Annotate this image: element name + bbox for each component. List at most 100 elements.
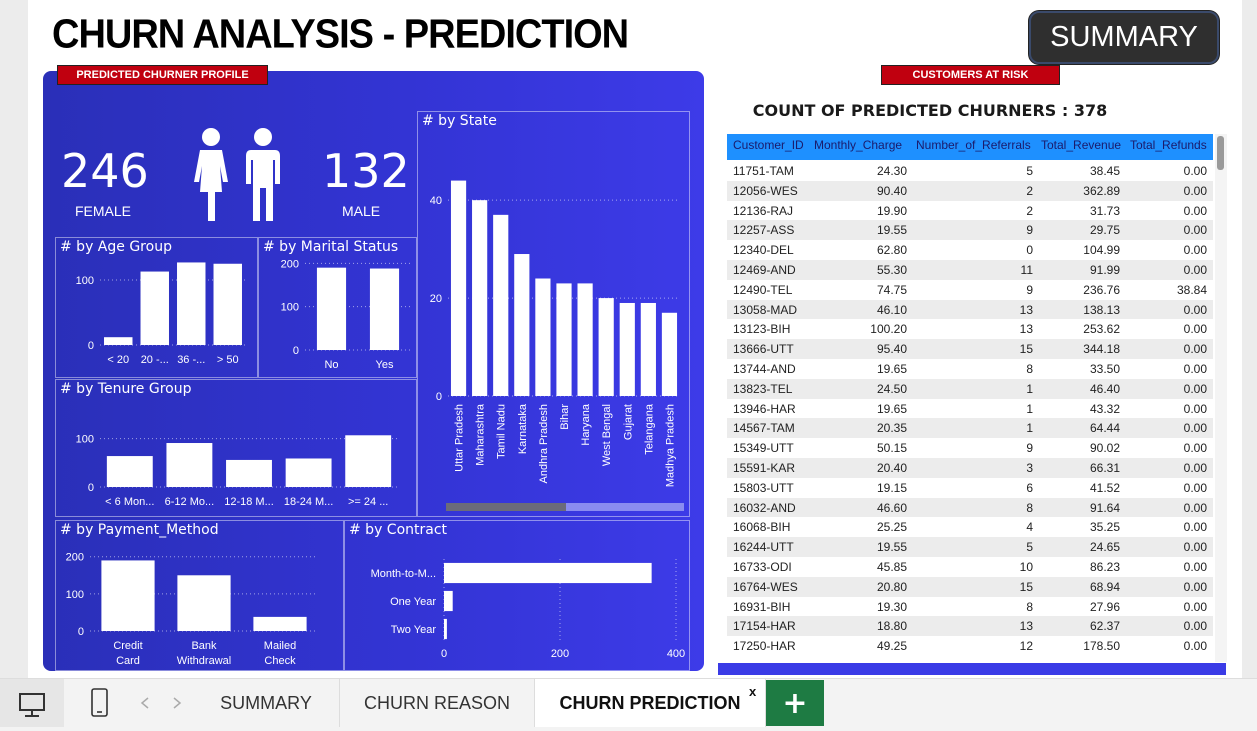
x-tick-label: Telangana (643, 403, 655, 455)
table-cell: 16931-BIH (733, 599, 791, 614)
table-row[interactable]: 12257-ASS 19.55 9 29.75 0.00 (727, 220, 1213, 241)
y-tick-label: 0 (436, 391, 442, 403)
x-tick-label: Mailed (264, 640, 296, 652)
col-total-refunds[interactable]: Total_Refunds (1130, 138, 1207, 152)
table-row[interactable]: 12490-TEL 74.75 9 236.76 38.84 (727, 279, 1213, 300)
x-tick-label: 6-12 Mo... (165, 496, 215, 508)
table-cell: 27.96 (1089, 599, 1120, 614)
table-cell: 38.45 (1089, 164, 1120, 178)
table-cell: 16032-AND (733, 500, 796, 515)
bar (177, 575, 231, 631)
panel-bottom-strip (718, 663, 1226, 675)
tab-churn-prediction[interactable]: CHURN PREDICTION (535, 679, 766, 727)
table-row[interactable]: 16733-ODI 45.85 10 86.23 0.00 (727, 557, 1213, 577)
table-row[interactable]: 13666-UTT 95.40 15 344.18 0.00 (727, 339, 1213, 360)
summary-button[interactable]: SUMMARY (1029, 11, 1219, 64)
table-cell: 19.90 (876, 203, 907, 218)
table-row[interactable]: 16068-BIH 25.25 4 35.25 0.00 (727, 517, 1213, 538)
col-total-revenue[interactable]: Total_Revenue (1041, 138, 1122, 152)
table-row[interactable]: 14567-TAM 20.35 1 64.44 0.00 (727, 418, 1213, 439)
table-row[interactable]: 16931-BIH 19.30 8 27.96 0.00 (727, 596, 1213, 617)
table-scrollbar[interactable] (1215, 134, 1227, 662)
tab-scroll-arrows[interactable] (136, 695, 190, 711)
scrollbar-thumb[interactable] (1217, 136, 1224, 170)
bar (535, 278, 551, 396)
table-cell: 12 (1019, 639, 1033, 654)
table-cell: 0.00 (1183, 461, 1207, 475)
contract-chart: 0 200 400 Month-to-M... One Year Two Year (371, 559, 685, 660)
bar (177, 262, 206, 345)
table-row[interactable]: 13123-BIH 100.20 13 253.62 0.00 (727, 319, 1213, 340)
y-tick-label: 100 (76, 434, 94, 446)
table-cell: 18.80 (876, 619, 907, 634)
bar (213, 263, 242, 345)
table-cell: 0.00 (1183, 560, 1207, 574)
close-tab-icon[interactable]: x (749, 684, 757, 699)
bar (444, 562, 652, 584)
tab-churn-reason[interactable]: CHURN REASON (340, 679, 535, 727)
table-cell: 91.64 (1089, 500, 1120, 515)
bar (316, 267, 347, 350)
table-cell: 43.32 (1089, 401, 1120, 416)
bar (661, 312, 678, 396)
table-cell: 15349-UTT (733, 441, 794, 456)
customers-table[interactable]: Customer_ID Monthly_Charge Number_of_Ref… (727, 134, 1213, 662)
x-tick-label: Madhya Pradesh (664, 404, 676, 487)
bar (514, 254, 530, 396)
table-row[interactable]: 16764-WES 20.80 15 68.94 0.00 (727, 576, 1213, 597)
table-row[interactable]: 13058-MAD 46.10 13 138.13 0.00 (727, 299, 1213, 320)
table-cell: 10 (1019, 560, 1033, 574)
table-row[interactable]: 16244-UTT 19.55 5 24.65 0.00 (727, 537, 1213, 558)
table-row[interactable]: 12136-RAJ 19.90 2 31.73 0.00 (727, 200, 1213, 221)
table-cell: 9 (1026, 223, 1033, 238)
table-cell: 4 (1026, 520, 1033, 535)
col-monthly-charge[interactable]: Monthly_Charge (814, 138, 903, 152)
table-cell: 13 (1019, 322, 1033, 337)
table-row[interactable]: 12340-DEL 62.80 0 104.99 0.00 (727, 240, 1213, 261)
y-tick-label: 0 (88, 340, 94, 352)
bar (444, 618, 447, 640)
table-row[interactable]: 11751-TAM 24.30 5 38.45 0.00 (727, 161, 1213, 181)
table-cell: 55.30 (876, 263, 907, 277)
scrollbar-thumb (446, 503, 566, 511)
table-cell: 0.00 (1183, 322, 1207, 337)
tab-summary[interactable]: SUMMARY (193, 679, 340, 727)
table-cell: 0.00 (1183, 639, 1207, 654)
add-page-button[interactable]: + (766, 680, 824, 726)
table-row[interactable]: 15591-KAR 20.40 3 66.31 0.00 (727, 458, 1213, 478)
table-row[interactable]: 15349-UTT 50.15 9 90.02 0.00 (727, 438, 1213, 459)
table-row[interactable]: 13823-TEL 24.50 1 46.40 0.00 (727, 378, 1213, 399)
table-cell: 13 (1019, 302, 1033, 317)
y-tick-label: One Year (390, 596, 436, 608)
x-tick-label: Bank (191, 640, 217, 652)
table-row[interactable]: 15803-UTT 19.15 6 41.52 0.00 (727, 477, 1213, 498)
table-row[interactable]: 12056-WES 90.40 2 362.89 0.00 (727, 180, 1213, 201)
table-cell: 0.00 (1183, 480, 1207, 495)
table-row[interactable]: 13744-AND 19.65 8 33.50 0.00 (727, 359, 1213, 379)
table-cell: 15 (1019, 579, 1033, 594)
table-row[interactable]: 17250-HAR 49.25 12 178.50 0.00 (727, 636, 1213, 657)
table-cell: 0.00 (1183, 263, 1207, 277)
table-row[interactable]: 13946-HAR 19.65 1 43.32 0.00 (727, 398, 1213, 419)
table-cell: 16244-UTT (733, 540, 794, 555)
table-cell: 0.00 (1183, 342, 1207, 357)
table-cell: 15803-UTT (733, 480, 794, 495)
bar (345, 435, 392, 487)
table-row[interactable]: 17154-HAR 18.80 13 62.37 0.00 (727, 616, 1213, 637)
desktop-view-button[interactable] (0, 679, 64, 727)
table-cell: 17250-HAR (733, 639, 796, 654)
col-customer-id[interactable]: Customer_ID (733, 138, 804, 152)
table-cell: 0.00 (1183, 362, 1207, 376)
mobile-view-button[interactable] (80, 679, 120, 727)
y-tick-label: 200 (281, 258, 299, 270)
table-cell: 0.00 (1183, 441, 1207, 456)
table-row[interactable]: 12469-AND 55.30 11 91.99 0.00 (727, 260, 1213, 280)
x-tick-label: Bihar (559, 404, 571, 430)
table-cell: 13744-AND (733, 362, 796, 376)
col-number-of-referrals[interactable]: Number_of_Referrals (916, 138, 1031, 152)
payment-method-tile: # by Payment_Method 0 100 200 Credit Card Ban… (55, 520, 344, 671)
table-cell: 16764-WES (733, 579, 798, 594)
table-cell: 15 (1019, 342, 1033, 357)
table-row[interactable]: 16032-AND 46.60 8 91.64 0.00 (727, 497, 1213, 518)
x-tick-label: >= 24 ... (348, 496, 388, 508)
